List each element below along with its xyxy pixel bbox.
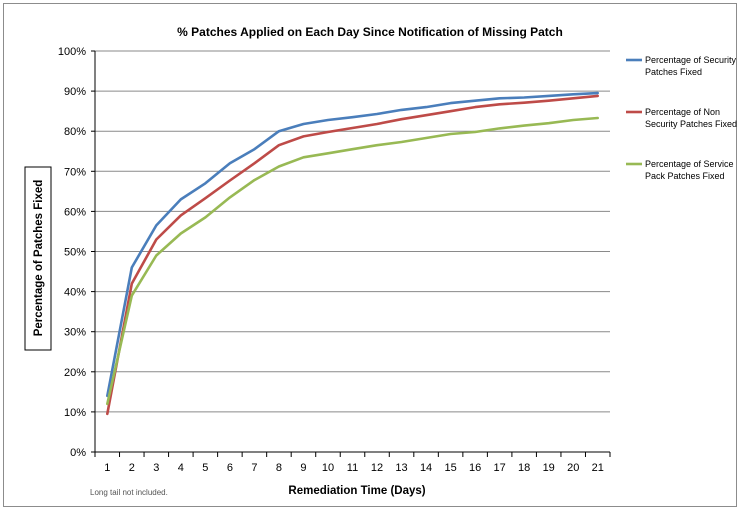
x-tick-label: 18 <box>518 462 530 474</box>
y-tick-label: 90% <box>64 86 86 98</box>
series-line-1 <box>106 91 600 398</box>
y-tick-label: 10% <box>64 407 86 419</box>
y-tick-label: 40% <box>64 287 86 299</box>
y-tick-label: 0% <box>70 447 86 459</box>
y-tick-label: 30% <box>64 327 86 339</box>
footnote: Long tail not included. <box>90 488 168 497</box>
gridlines <box>95 50 610 453</box>
x-tick-label: 7 <box>251 462 257 474</box>
legend-label: Security Patches Fixed <box>645 119 737 129</box>
x-tick-label: 3 <box>153 462 159 474</box>
x-tick-label: 13 <box>395 462 407 474</box>
x-axis-label: Remediation Time (Days) <box>288 485 425 497</box>
y-tick-label: 20% <box>64 367 86 379</box>
x-tick-label: 11 <box>347 462 358 474</box>
series-line-2 <box>106 94 600 416</box>
x-tick-label: 5 <box>202 462 208 474</box>
x-tick-label: 10 <box>322 462 334 474</box>
x-tick-label: 20 <box>567 462 579 474</box>
y-tick-label: 70% <box>64 166 86 178</box>
y-tick-label: 50% <box>64 247 86 259</box>
x-tick-label: 1 <box>104 462 110 474</box>
series-lines <box>106 91 600 416</box>
legend-label: Patches Fixed <box>645 67 702 77</box>
x-tick-label: 9 <box>300 462 306 474</box>
legend-label: Percentage of Service <box>645 159 734 169</box>
x-tick-label: 12 <box>371 462 383 474</box>
legend: Percentage of Security Patches Fixed Perce… <box>626 55 737 181</box>
y-tick-label: 100% <box>58 46 86 58</box>
y-tick-label: 60% <box>64 206 86 218</box>
x-tick-label: 16 <box>469 462 481 474</box>
x-tick-label: 17 <box>494 462 506 474</box>
y-axis-label-box <box>24 166 52 351</box>
x-tick-label: 4 <box>178 462 184 474</box>
chart-title: % Patches Applied on Each Day Since Noti… <box>177 25 563 39</box>
x-tick-label: 21 <box>592 462 604 474</box>
x-tick-label: 19 <box>543 462 555 474</box>
axes: 0%10%20%30%40%50%60%70%80%90%100%1 2 3 4 5 6 7… <box>58 46 611 474</box>
chart-frame <box>3 3 737 507</box>
legend-label: Percentage of Security <box>645 55 737 65</box>
x-tick-label: 8 <box>276 462 282 474</box>
x-tick-label: 14 <box>420 462 432 474</box>
x-tick-label: 15 <box>444 462 456 474</box>
y-axis-label: Percentage of Patches Fixed <box>33 180 45 337</box>
legend-label: Percentage of Non <box>645 107 720 117</box>
legend-label: Pack Patches Fixed <box>645 171 725 181</box>
series-line-3 <box>106 116 600 406</box>
x-tick-label: 6 <box>227 462 233 474</box>
x-tick-label: 2 <box>129 462 135 474</box>
y-tick-label: 80% <box>64 126 86 138</box>
